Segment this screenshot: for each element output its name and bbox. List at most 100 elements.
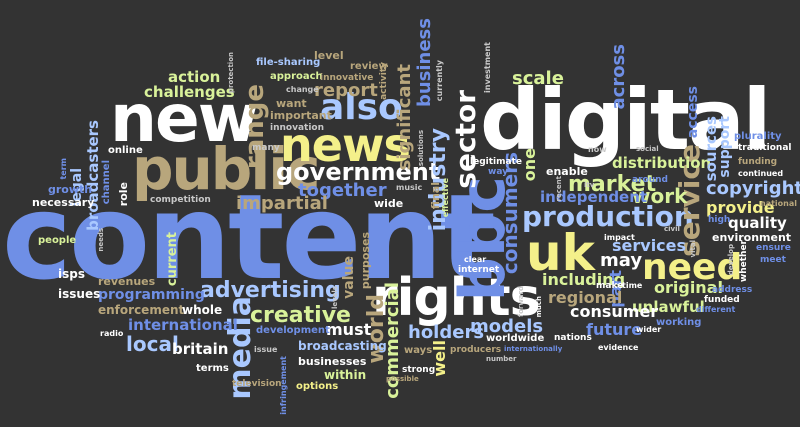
word-infringement: infringement (279, 356, 288, 415)
word-creative: creative (250, 303, 351, 328)
word-want: want (276, 97, 307, 110)
word-approach: approach (270, 71, 323, 82)
word-models: models (470, 316, 544, 337)
word-solutions: solutions (417, 130, 425, 167)
word-way: way (488, 167, 508, 177)
word-role: role (117, 182, 130, 207)
word-services: services (612, 236, 687, 255)
word-clear: clear (464, 255, 487, 264)
word-need: need (642, 247, 743, 288)
word-vital: vital (689, 240, 697, 258)
word-change: change (286, 85, 319, 94)
word-unlawful: unlawful (632, 298, 705, 316)
word-national: national (760, 199, 797, 208)
word-continued: continued (738, 169, 784, 178)
word-television: television (232, 379, 282, 389)
word-access: access (685, 86, 701, 139)
word-investment: investment (483, 42, 492, 93)
word-now: now (588, 145, 607, 154)
word-action: action (168, 68, 221, 86)
word-innovative: innovative (320, 73, 374, 83)
word-traditional: traditional (738, 143, 792, 153)
word-scale: scale (512, 68, 564, 89)
word-producers: producers (450, 345, 502, 355)
word-international: international (128, 316, 238, 334)
word-local: local (126, 332, 179, 356)
word-government: government (276, 158, 441, 186)
word-around: around (632, 175, 668, 185)
word-innovation: innovation (270, 123, 324, 133)
word-necessary: necessary (32, 196, 95, 209)
word-new: new (110, 80, 259, 157)
word-terms: terms (196, 363, 229, 374)
word-independent: independent (540, 188, 648, 206)
word-legitimate: legitimate (470, 157, 522, 167)
word-issue: issue (254, 345, 278, 354)
word-wide: wide (374, 197, 404, 210)
word-level: level (314, 49, 344, 62)
word-content: content (2, 168, 496, 306)
word-radio: radio (100, 329, 124, 338)
word-support: support (717, 116, 733, 178)
word-including: including (542, 270, 626, 289)
word-possible: possible (386, 375, 419, 383)
word-current: current (165, 232, 180, 287)
word-plurality: plurality (734, 131, 782, 142)
word-nations: nations (554, 333, 592, 343)
word-original: original (654, 278, 723, 297)
word-competition: competition (150, 195, 211, 205)
word-businesses: businesses (298, 355, 367, 368)
word-whole: whole (182, 303, 223, 317)
word-range: range (240, 84, 270, 170)
word-broadcasters: broadcasters (84, 120, 102, 231)
word-growth: growth (48, 183, 93, 196)
word-itv: itv (584, 181, 595, 189)
word-worldwide: worldwide (486, 333, 545, 344)
word-holders: holders (408, 322, 485, 343)
word-britain: britain (172, 340, 229, 358)
word-copyright: copyright (706, 178, 800, 199)
word-significant: significant (394, 64, 415, 171)
word-business: business (414, 18, 435, 108)
word-one: one (520, 148, 539, 182)
word-issues: issues (58, 287, 101, 301)
word-effective: effective (441, 178, 450, 218)
word-quality: quality (728, 214, 787, 232)
word-recent: recent (555, 176, 563, 202)
word-important: important (270, 109, 332, 122)
word-term: term (59, 158, 68, 180)
word-future: future (586, 320, 643, 339)
word-production: production (522, 200, 694, 233)
word-civil: civil (664, 225, 680, 233)
word-different: different (696, 305, 736, 314)
word-meet: meet (760, 255, 786, 265)
word-ensure: ensure (756, 243, 791, 253)
word-enable: enable (546, 165, 588, 178)
word-consumer: consumer (570, 302, 659, 321)
word-must: must (326, 320, 372, 339)
word-funded: funded (704, 295, 740, 305)
word-revenues: revenues (98, 275, 156, 288)
word-environment: environment (712, 231, 792, 244)
word-many: many (252, 143, 280, 153)
word-uk: uk (526, 224, 595, 282)
word-impact: impact (604, 233, 635, 242)
word-challenges: challenges (144, 83, 235, 101)
word-enforcement: enforcement (98, 303, 185, 317)
word-market: market (568, 172, 657, 197)
word-options: options (296, 381, 339, 392)
word-sector: sector (449, 90, 482, 189)
word-distribution: distribution (612, 154, 712, 172)
word-programming: programming (98, 287, 205, 303)
word-protection: protection (227, 52, 235, 94)
word-internationally: internationally (504, 345, 563, 353)
word-strong: strong (402, 365, 436, 375)
word-review: review (350, 61, 388, 72)
word-whether: whether (739, 240, 749, 283)
word-number: number (486, 355, 517, 363)
word-funding: funding (738, 157, 778, 167)
word-provide: provide (706, 198, 775, 217)
word-forward: forward (517, 286, 525, 317)
word-internet: internet (458, 265, 500, 275)
